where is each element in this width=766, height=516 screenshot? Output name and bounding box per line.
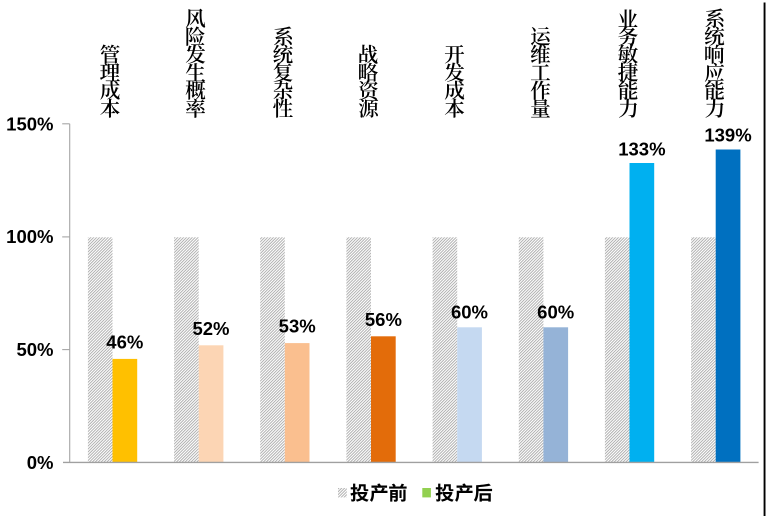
svg-text:52%: 52%	[192, 318, 229, 339]
svg-text:46%: 46%	[106, 331, 143, 352]
svg-text:60%: 60%	[451, 302, 488, 323]
svg-text:139%: 139%	[704, 124, 751, 145]
svg-text:56%: 56%	[365, 309, 402, 330]
svg-text:100%: 100%	[6, 226, 53, 247]
svg-text:150%: 150%	[6, 113, 53, 134]
svg-text:60%: 60%	[537, 302, 574, 323]
svg-text:0%: 0%	[27, 452, 54, 473]
svg-text:53%: 53%	[279, 316, 316, 337]
svg-text:133%: 133%	[618, 138, 665, 159]
svg-text:50%: 50%	[16, 339, 53, 360]
